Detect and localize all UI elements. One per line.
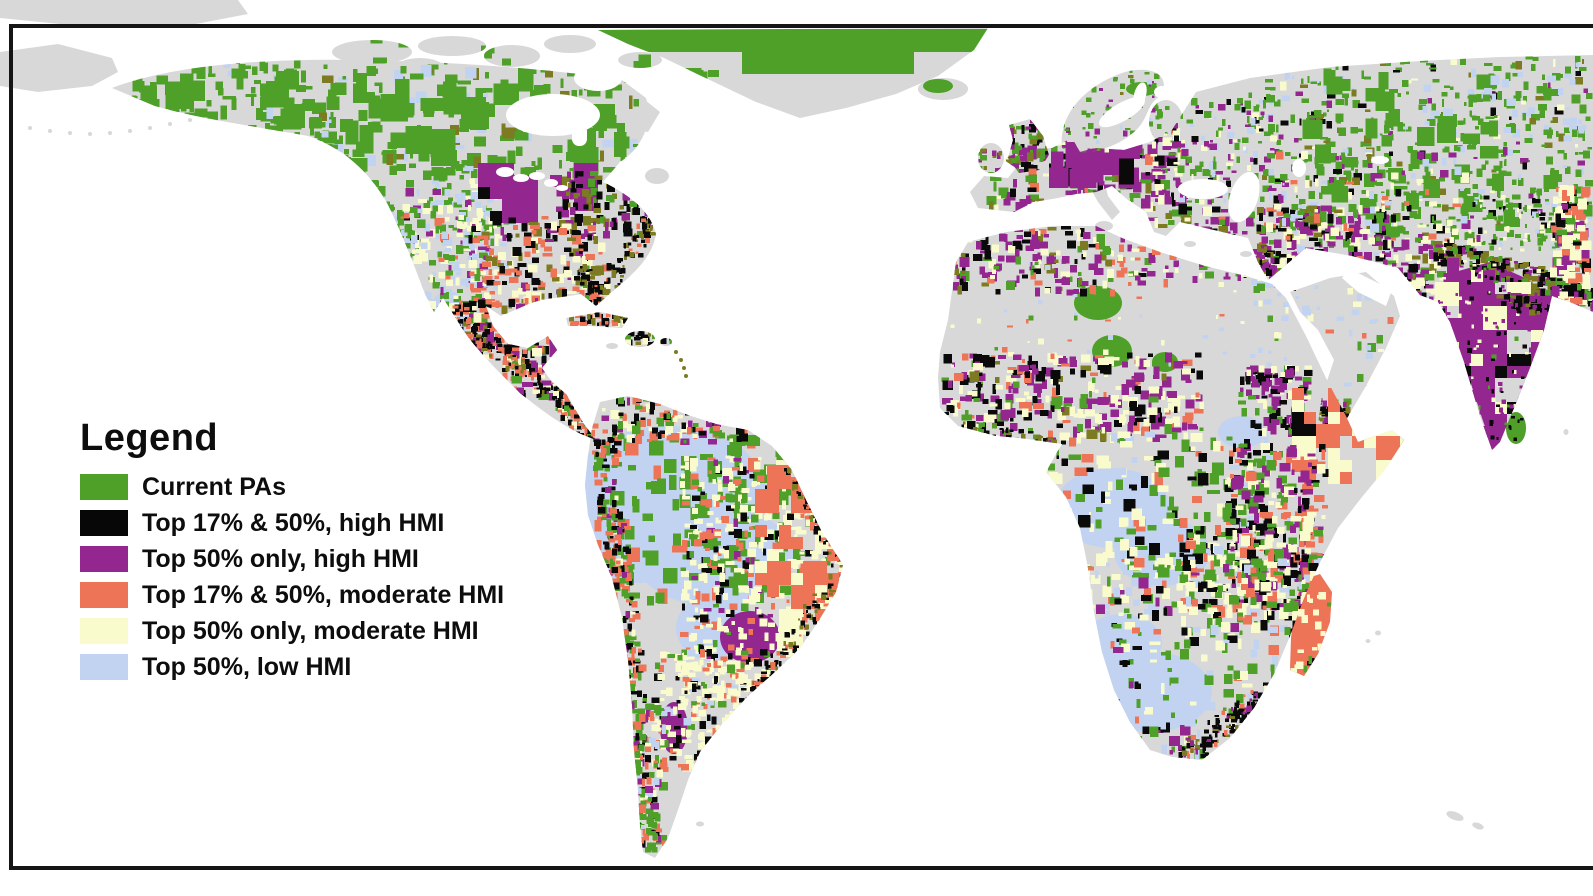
iceland-green: [923, 79, 953, 93]
landmass-nz-north: [1446, 811, 1464, 821]
baltic-sea: [1099, 96, 1145, 128]
landmass-newfoundland: [645, 168, 669, 184]
legend-item: Top 50%, low HMI: [80, 654, 504, 680]
cells-sahel: [940, 352, 1204, 444]
cells-china-cut: [1550, 183, 1593, 310]
legend-item: Top 50% only, moderate HMI: [80, 618, 504, 644]
legend-title: Legend: [80, 417, 219, 459]
landmass-arctic-island: [418, 36, 486, 56]
black-sea: [1178, 179, 1228, 199]
map-frame-border: [9, 24, 1593, 870]
landmass-falklands: [696, 821, 704, 827]
legend-color-swatch: [80, 546, 128, 572]
legend-item: Top 50% only, high HMI: [80, 546, 504, 572]
lesser-antilles: [674, 350, 688, 378]
great-lake: [496, 167, 514, 177]
landmass-arctic-spill: [0, 0, 248, 28]
landmass-andaman: [1563, 429, 1569, 435]
landmass-cyprus: [1240, 251, 1252, 257]
cells-srilanka-specks: [1508, 416, 1524, 441]
landmass-crete: [1184, 241, 1196, 247]
legend-item-label: Current PAs: [142, 473, 287, 501]
landmass-jamaica: [606, 343, 618, 349]
greenland-green-band: [598, 29, 988, 52]
legend-color-swatch: [80, 474, 128, 500]
great-lake: [513, 174, 529, 182]
cells-safrica-se-coast: [1169, 689, 1270, 760]
legend: Legend Current PAs Top 17% & 50%, high HM…: [80, 416, 504, 680]
caspian-sea: [1228, 171, 1260, 223]
cells-siberia-lightblue: [1422, 72, 1587, 142]
legend-color-swatch: [80, 582, 128, 608]
legend-item: Current PAs: [80, 474, 504, 500]
greenland-green-deep: [742, 48, 914, 74]
legend-item-label: Top 50% only, moderate HMI: [142, 617, 479, 645]
legend-items: Current PAs Top 17% & 50%, high HMI Top 50…: [80, 474, 504, 680]
cells-hispaniola-cells: [625, 331, 672, 347]
landmass-arctic-island: [544, 35, 596, 53]
james-bay: [572, 124, 587, 146]
legend-item: Top 17% & 50%, moderate HMI: [80, 582, 504, 608]
legend-color-swatch: [80, 618, 128, 644]
legend-color-swatch: [80, 510, 128, 536]
great-lake: [544, 179, 558, 187]
gulf-of-bothnia: [1133, 82, 1147, 108]
landmass-chukotka: [0, 44, 118, 92]
great-lake: [556, 185, 568, 191]
white-sea: [1154, 86, 1170, 98]
aleutian-islands: [28, 115, 210, 136]
aral-sea: [1292, 159, 1306, 177]
landmass-reunion: [1365, 639, 1371, 643]
legend-item-label: Top 50% only, high HMI: [142, 545, 419, 573]
inland-seas-layer: [496, 65, 1392, 306]
landmass-nz-south: [1472, 822, 1484, 830]
legend-item-label: Top 17% & 50%, high HMI: [142, 509, 445, 537]
great-lake: [529, 172, 545, 180]
lake-balkhash: [1371, 156, 1389, 164]
legend-item-label: Top 17% & 50%, moderate HMI: [142, 581, 505, 609]
persian-gulf: [1342, 268, 1392, 306]
foxe-basin: [574, 65, 622, 91]
legend-color-swatch: [80, 654, 128, 680]
legend-item: Top 17% & 50%, high HMI: [80, 510, 504, 536]
landmass-mauritius: [1375, 630, 1381, 636]
legend-item-label: Top 50%, low HMI: [142, 653, 352, 681]
